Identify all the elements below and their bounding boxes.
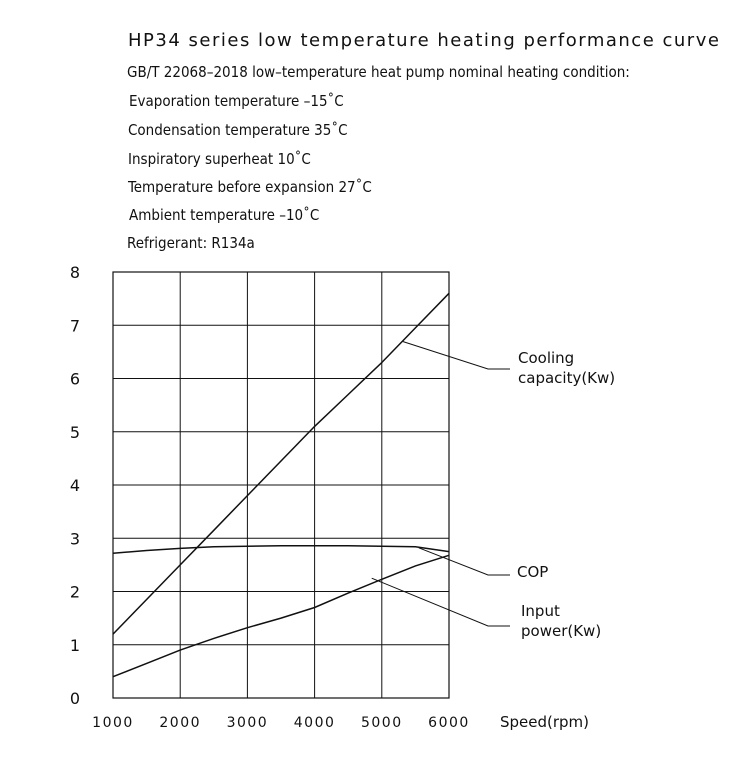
condition-line-2: Evaporation temperature –15˚C [129, 92, 344, 110]
y-tick-label-5: 5 [70, 423, 80, 442]
y-tick-label-4: 4 [70, 476, 80, 495]
y-tick-label-1: 1 [70, 636, 80, 655]
series-line-cooling-capacity [112, 292, 450, 635]
plot-frame [112, 271, 450, 699]
y-tick-label-2: 2 [70, 583, 80, 602]
chart-header: HP34 series low temperature heating perf… [0, 0, 750, 260]
x-tick-label-0: 1000 [92, 715, 134, 731]
y-tick-label-7: 7 [70, 316, 80, 335]
series-label-input-power-1: power(Kw) [521, 622, 601, 640]
y-tick-label-6: 6 [70, 370, 80, 389]
condition-line-4: Inspiratory superheat 10˚C [128, 150, 311, 168]
condition-line-3: Condensation temperature 35˚C [128, 121, 348, 139]
x-tick-label-4: 5000 [361, 715, 403, 731]
condition-line-5: Temperature before expansion 27˚C [128, 178, 372, 196]
series-label-cooling-capacity-1: capacity(Kw) [518, 369, 615, 387]
condition-line-7: Refrigerant: R134a [127, 234, 255, 252]
leader-line-input-power [371, 577, 510, 627]
series-label-cop-0: COP [517, 563, 548, 581]
series-line-input-power [112, 554, 450, 678]
y-tick-label-8: 8 [70, 263, 80, 282]
x-tick-label-5: 6000 [428, 715, 470, 731]
leader-line-cooling-capacity [401, 340, 510, 370]
chart-title: HP34 series low temperature heating perf… [128, 30, 721, 51]
y-tick-label-0: 0 [70, 689, 80, 708]
series-label-input-power-0: Input [521, 602, 560, 620]
condition-line-1: GB/T 22068–2018 low–temperature heat pum… [127, 63, 630, 81]
y-tick-label-3: 3 [70, 529, 80, 548]
condition-line-6: Ambient temperature –10˚C [129, 206, 320, 224]
x-tick-label-2: 3000 [227, 715, 269, 731]
x-axis-label: Speed(rpm) [500, 713, 589, 731]
x-tick-label-3: 4000 [294, 715, 336, 731]
leader-line-cop [418, 547, 510, 576]
x-tick-label-1: 2000 [159, 715, 201, 731]
series-line-cop [112, 544, 450, 554]
series-label-cooling-capacity-0: Cooling [518, 349, 574, 367]
